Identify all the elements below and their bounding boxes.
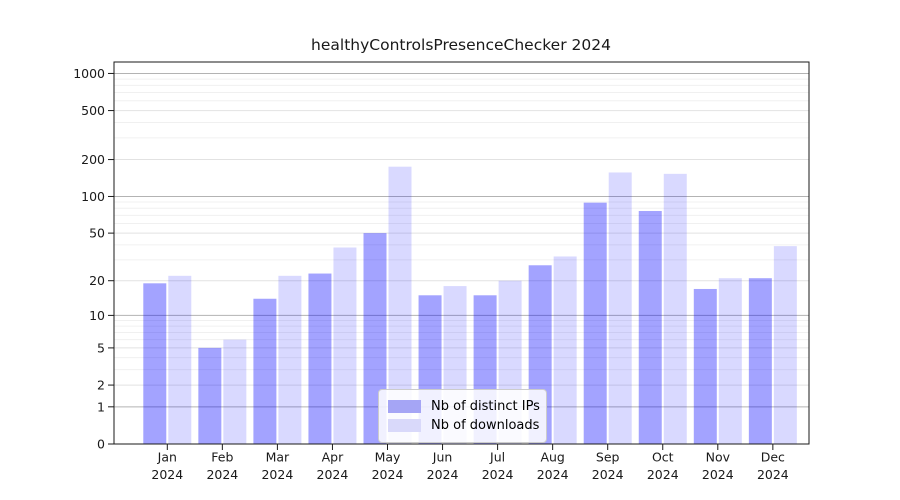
x-tick-label-month-May: May: [375, 450, 401, 465]
x-tick-label-month-Sep: Sep: [596, 450, 620, 465]
y-tick-label-200: 200: [81, 152, 105, 167]
legend-label-downloads: Nb of downloads: [431, 418, 540, 433]
x-tick-label-year-May: 2024: [372, 467, 404, 482]
x-tick-label-month-Jul: Jul: [489, 450, 505, 465]
y-tick-label-500: 500: [81, 103, 105, 118]
x-tick-label-month-Jun: Jun: [432, 450, 453, 465]
bar-distinct-ips-Nov: [693, 288, 717, 444]
chart-title: healthyControlsPresenceChecker 2024: [311, 36, 611, 54]
y-tick-label-100: 100: [81, 189, 105, 204]
bar-distinct-ips-Sep: [583, 202, 607, 444]
x-tick-label-year-Jun: 2024: [427, 467, 459, 482]
bar-downloads-Sep: [608, 172, 632, 444]
x-tick-label-month-Nov: Nov: [706, 450, 731, 465]
bar-downloads-May: [388, 166, 412, 444]
x-tick-label-year-Apr: 2024: [317, 467, 349, 482]
x-tick-label-month-Dec: Dec: [761, 450, 785, 465]
bar-downloads-Aug: [553, 256, 577, 444]
x-tick-label-month-Oct: Oct: [652, 450, 674, 465]
x-tick-label-year-Sep: 2024: [592, 467, 624, 482]
x-tick-label-month-Mar: Mar: [266, 450, 290, 465]
x-tick-label-year-Oct: 2024: [647, 467, 679, 482]
y-tick-label-10: 10: [89, 308, 105, 323]
legend-row-downloads: Nb of downloads: [379, 418, 546, 433]
x-tick-label-month-Jan: Jan: [157, 450, 177, 465]
bar-distinct-ips-Dec: [748, 278, 772, 444]
bar-downloads-Apr: [333, 247, 357, 444]
bar-distinct-ips-Oct: [638, 211, 662, 444]
axes-box: [113, 61, 810, 445]
bar-downloads-Jan: [168, 275, 192, 444]
x-tick-label-year-Dec: 2024: [757, 467, 789, 482]
x-tick-label-year-Mar: 2024: [261, 467, 293, 482]
x-tick-label-year-Jul: 2024: [482, 467, 514, 482]
y-tick-label-1: 1: [97, 399, 105, 414]
legend-swatch-downloads: [388, 419, 421, 432]
y-tick-label-0: 0: [97, 437, 105, 452]
legend: Nb of distinct IPs Nb of downloads: [378, 389, 547, 443]
y-tick-label-5: 5: [97, 340, 105, 355]
bar-downloads-Oct: [663, 173, 687, 444]
x-tick-label-month-Apr: Apr: [322, 450, 344, 465]
bar-downloads-Dec: [773, 246, 797, 444]
legend-swatch-distinct-ips: [388, 400, 421, 413]
bar-distinct-ips-Apr: [308, 273, 332, 444]
y-tick-label-20: 20: [89, 273, 105, 288]
y-tick-label-2: 2: [97, 378, 105, 393]
x-tick-label-year-Aug: 2024: [537, 467, 569, 482]
legend-label-distinct-ips: Nb of distinct IPs: [431, 399, 540, 414]
bar-distinct-ips-Jan: [143, 283, 167, 444]
x-tick-label-month-Aug: Aug: [540, 450, 564, 465]
bar-downloads-Nov: [718, 278, 742, 444]
bar-downloads-Mar: [278, 275, 302, 444]
y-tick-label-50: 50: [89, 226, 105, 241]
x-tick-label-year-Nov: 2024: [702, 467, 734, 482]
bar-downloads-Feb: [223, 339, 247, 444]
bar-distinct-ips-Mar: [253, 298, 277, 444]
x-tick-label-month-Feb: Feb: [211, 450, 233, 465]
legend-row-distinct-ips: Nb of distinct IPs: [379, 399, 546, 414]
bar-distinct-ips-Feb: [198, 347, 222, 444]
x-tick-label-year-Feb: 2024: [206, 467, 238, 482]
x-tick-label-year-Jan: 2024: [151, 467, 183, 482]
y-tick-label-1000: 1000: [73, 66, 105, 81]
